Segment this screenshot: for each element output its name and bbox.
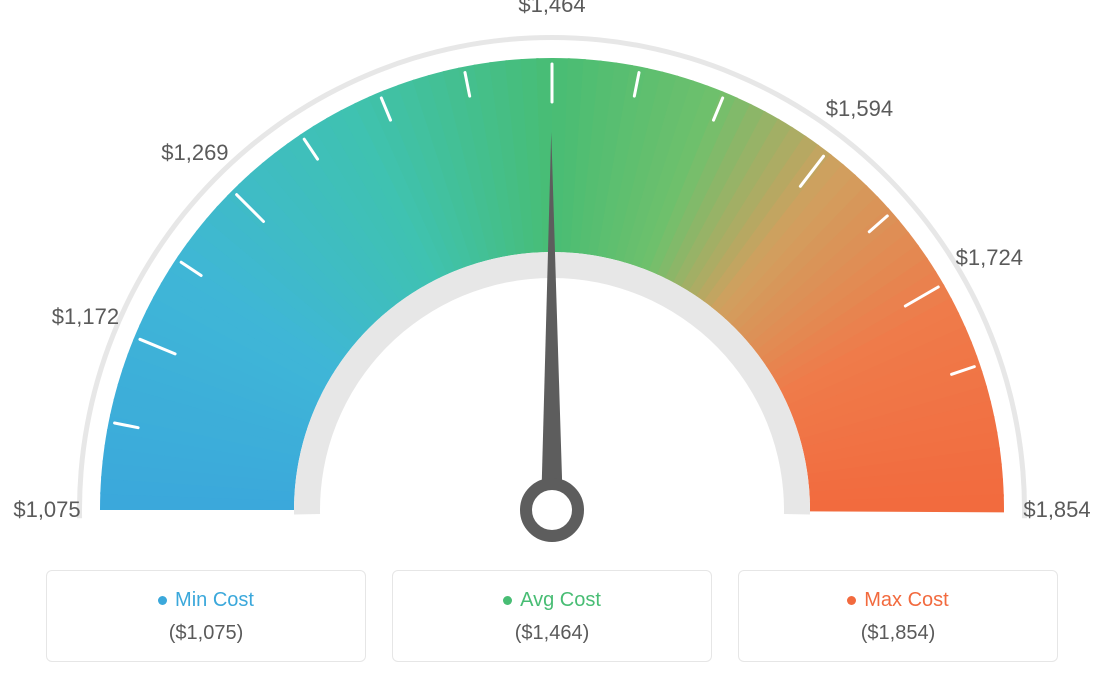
legend-title-row-avg: Avg Cost (393, 589, 711, 612)
legend-title-min: Min Cost (175, 589, 254, 612)
gauge-tick-label: $1,724 (956, 245, 1023, 271)
legend-row: Min Cost ($1,075) Avg Cost ($1,464) Max … (0, 560, 1104, 662)
dot-icon (847, 596, 856, 605)
gauge-tick-label: $1,854 (1023, 497, 1090, 523)
legend-value-min: ($1,075) (47, 622, 365, 645)
dot-icon (158, 596, 167, 605)
legend-title-row-min: Min Cost (47, 589, 365, 612)
gauge-tick-label: $1,464 (518, 0, 585, 18)
legend-value-avg: ($1,464) (393, 622, 711, 645)
gauge-tick-label: $1,172 (52, 304, 119, 330)
legend-title-row-max: Max Cost (739, 589, 1057, 612)
legend-card-max: Max Cost ($1,854) (738, 570, 1058, 662)
legend-title-avg: Avg Cost (520, 589, 601, 612)
legend-card-min: Min Cost ($1,075) (46, 570, 366, 662)
legend-value-max: ($1,854) (739, 622, 1057, 645)
gauge-svg (0, 0, 1104, 560)
gauge-tick-label: $1,269 (161, 140, 228, 166)
gauge-tick-label: $1,075 (13, 497, 80, 523)
gauge-tick-label: $1,594 (826, 96, 893, 122)
dot-icon (503, 596, 512, 605)
gauge-chart: $1,075 $1,172 $1,269 $1,464 $1,594 $1,724 $1,8… (0, 0, 1104, 560)
legend-title-max: Max Cost (864, 589, 948, 612)
legend-card-avg: Avg Cost ($1,464) (392, 570, 712, 662)
